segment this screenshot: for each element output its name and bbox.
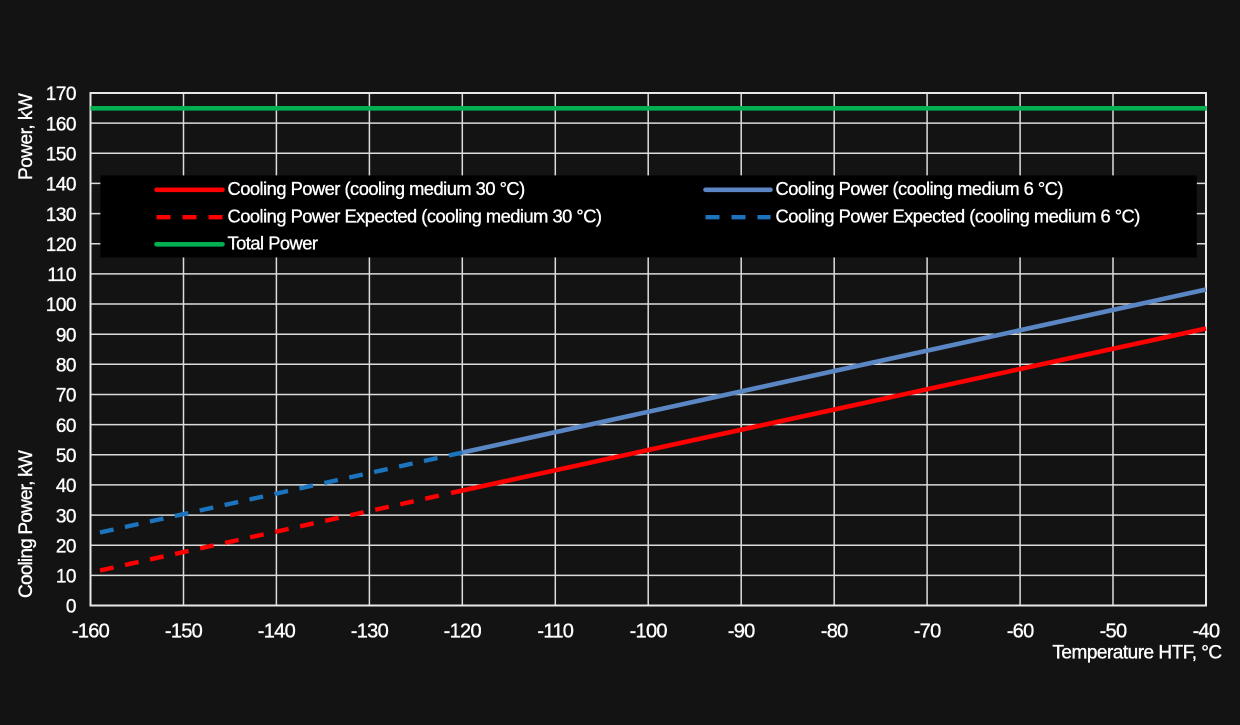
svg-text:-80: -80 — [821, 620, 848, 642]
svg-text:80: 80 — [56, 356, 76, 377]
svg-text:40: 40 — [56, 476, 76, 497]
svg-text:20: 20 — [56, 536, 76, 557]
svg-text:-140: -140 — [258, 620, 296, 642]
svg-text:50: 50 — [56, 446, 76, 467]
svg-text:160: 160 — [46, 114, 76, 135]
svg-text:Power, kW: Power, kW — [16, 93, 37, 180]
svg-text:-70: -70 — [914, 620, 941, 642]
svg-text:120: 120 — [46, 235, 76, 256]
svg-text:30: 30 — [56, 506, 76, 527]
svg-text:170: 170 — [46, 84, 76, 105]
svg-text:10: 10 — [56, 567, 76, 588]
svg-text:Cooling Power (cooling medium: Cooling Power (cooling medium 30 °C) — [228, 178, 525, 199]
svg-text:-110: -110 — [537, 620, 573, 642]
svg-text:150: 150 — [46, 145, 76, 166]
svg-text:0: 0 — [66, 597, 76, 618]
svg-text:130: 130 — [46, 205, 76, 226]
svg-text:140: 140 — [46, 175, 76, 196]
svg-text:Total Power: Total Power — [228, 233, 318, 254]
svg-text:-40: -40 — [1193, 620, 1220, 642]
svg-text:-130: -130 — [351, 620, 389, 642]
svg-text:-100: -100 — [630, 620, 668, 642]
svg-text:Cooling Power (cooling medium: Cooling Power (cooling medium 6 °C) — [776, 178, 1064, 199]
svg-text:-160: -160 — [72, 620, 110, 642]
svg-text:70: 70 — [56, 386, 76, 407]
svg-text:60: 60 — [56, 416, 76, 437]
svg-text:-120: -120 — [444, 620, 482, 642]
svg-text:-50: -50 — [1100, 620, 1127, 642]
svg-text:Temperature HTF, °C: Temperature HTF, °C — [1052, 643, 1221, 664]
svg-text:Cooling Power Expected (coolin: Cooling Power Expected (cooling medium 6… — [776, 206, 1140, 227]
svg-text:-150: -150 — [165, 620, 203, 642]
svg-text:Cooling Power Expected (coolin: Cooling Power Expected (cooling medium 3… — [228, 206, 602, 227]
svg-text:110: 110 — [47, 265, 76, 286]
svg-text:Cooling Power, kW: Cooling Power, kW — [16, 450, 37, 598]
svg-text:-60: -60 — [1007, 620, 1034, 642]
svg-text:90: 90 — [56, 325, 76, 346]
svg-text:-90: -90 — [728, 620, 755, 642]
svg-text:100: 100 — [46, 295, 76, 316]
